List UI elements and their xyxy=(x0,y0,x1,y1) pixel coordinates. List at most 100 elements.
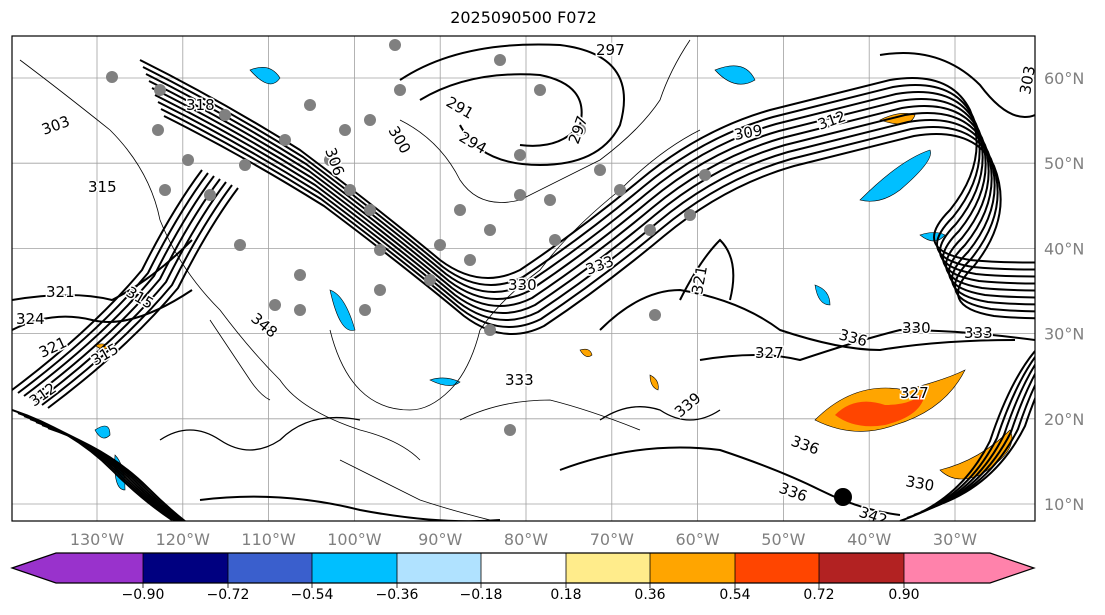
station-dot xyxy=(504,424,516,436)
station-dot xyxy=(364,114,376,126)
contour-label: 300 xyxy=(385,123,415,157)
colorbar-bin xyxy=(566,553,650,583)
colorbar-tick-label: 0.72 xyxy=(803,587,834,603)
station-dot xyxy=(294,304,306,316)
theta-contours xyxy=(12,43,1035,521)
theta-contour xyxy=(163,115,1035,335)
station-dot xyxy=(484,224,496,236)
station-dot xyxy=(159,184,171,196)
theta-contour xyxy=(160,108,1035,328)
latitude-label: 50°N xyxy=(1044,154,1084,173)
station-dot xyxy=(549,234,561,246)
station-dot xyxy=(464,254,476,266)
contour-label: 333 xyxy=(505,371,534,389)
station-dot xyxy=(644,224,656,236)
colorbar-tick-label: 0.90 xyxy=(888,587,919,603)
storm-marker xyxy=(834,488,852,506)
station-dot xyxy=(574,124,586,136)
station-dot xyxy=(424,274,436,286)
colorbar-tick-label: −0.72 xyxy=(207,587,250,603)
station-dot xyxy=(269,299,281,311)
station-dot xyxy=(239,159,251,171)
theta-contour xyxy=(139,59,1035,279)
colorbar-bin xyxy=(650,553,735,583)
contour-label: 303 xyxy=(39,112,72,139)
longitude-label: 60°W xyxy=(676,530,720,549)
contour-label: 333 xyxy=(583,252,616,279)
theta-contour xyxy=(913,362,1035,516)
colorbar-tick-label: −0.54 xyxy=(291,587,334,603)
station-dot xyxy=(614,184,626,196)
longitude-label: 100°W xyxy=(327,530,382,549)
theta-contour xyxy=(148,80,1035,300)
theta-contour xyxy=(934,396,1035,507)
station-dot xyxy=(344,184,356,196)
contour-label: 327 xyxy=(900,384,929,402)
longitude-label: 50°W xyxy=(761,530,805,549)
longitude-label: 120°W xyxy=(156,530,211,549)
station-dot xyxy=(279,134,291,146)
latitude-label: 40°N xyxy=(1044,239,1084,258)
contour-label: 336 xyxy=(789,432,822,459)
colorbar-extend-high xyxy=(904,553,1034,583)
longitude-label: 110°W xyxy=(241,530,296,549)
colorbar-tick-label: −0.18 xyxy=(460,587,503,603)
station-dot xyxy=(204,189,216,201)
contour-label: 330 xyxy=(902,319,931,337)
contour-label: 315 xyxy=(88,178,117,196)
shaded-areas xyxy=(94,65,1013,491)
station-dot xyxy=(152,124,164,136)
station-dot xyxy=(374,244,386,256)
contour-label: 309 xyxy=(733,121,764,144)
colorbar-bin xyxy=(819,553,904,583)
colorbar-extend-low xyxy=(12,553,143,583)
colorbar-bin xyxy=(397,553,481,583)
colorbar-tick-label: 0.18 xyxy=(550,587,581,603)
map-frame xyxy=(11,35,1036,522)
contour-label: 303 xyxy=(1016,64,1039,95)
station-dot xyxy=(234,239,246,251)
station-dot xyxy=(514,189,526,201)
contour-label: 321 xyxy=(46,283,75,301)
longitude-label: 70°W xyxy=(590,530,634,549)
station-dot xyxy=(374,284,386,296)
longitude-label: 40°W xyxy=(847,530,891,549)
map-plot-area: 297 297 303 291 294 300 306 309 312 318 … xyxy=(12,36,1039,521)
station-dot xyxy=(434,239,446,251)
station-dot xyxy=(294,269,306,281)
colorbar-bin xyxy=(312,553,397,583)
coastlines xyxy=(19,39,701,521)
station-dot xyxy=(304,99,316,111)
contour-label: 321 xyxy=(688,264,711,295)
theta-contour xyxy=(927,383,1035,510)
theta-contour xyxy=(899,350,1035,521)
longitude-label: 80°W xyxy=(504,530,548,549)
longitude-labels: 130°W 120°W 110°W 100°W 90°W 80°W 70°W 60°W 50°W… xyxy=(70,530,977,549)
station-dot xyxy=(154,84,166,96)
longitude-label: 30°W xyxy=(933,530,977,549)
station-dot xyxy=(484,324,496,336)
station-dot xyxy=(699,169,711,181)
colorbar-bin xyxy=(228,553,312,583)
longitude-label: 130°W xyxy=(70,530,125,549)
station-dot xyxy=(684,209,696,221)
colorbar-tick-label: −0.36 xyxy=(376,587,419,603)
contour-label: 294 xyxy=(456,128,490,158)
theta-contour xyxy=(906,355,1035,519)
longitude-label: 90°W xyxy=(418,530,462,549)
station-dot xyxy=(544,194,556,206)
theta-contour xyxy=(920,372,1035,513)
station-dot xyxy=(394,84,406,96)
map-title: 2025090500 F072 xyxy=(450,8,597,27)
station-dot xyxy=(359,304,371,316)
station-dot xyxy=(219,109,231,121)
station-dot xyxy=(364,204,376,216)
theta-contour xyxy=(157,101,1035,321)
theta-contour xyxy=(154,94,1035,314)
latitude-label: 20°N xyxy=(1044,410,1084,429)
latitude-labels: 60°N 50°N 40°N 30°N 20°N 10°N xyxy=(1044,69,1084,514)
colorbar-tick-label: 0.36 xyxy=(634,587,665,603)
station-dot xyxy=(389,39,401,51)
colorbar-bin xyxy=(735,553,819,583)
